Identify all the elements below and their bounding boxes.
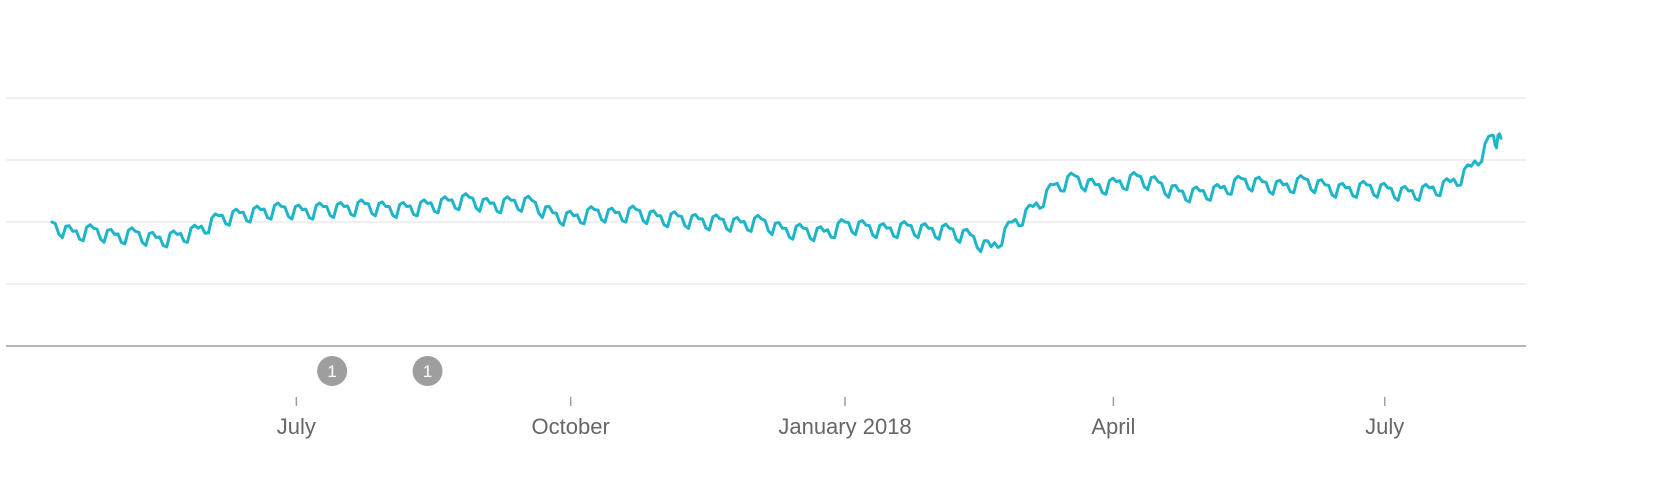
data-point (1053, 184, 1055, 186)
x-tick-label: January 2018 (778, 414, 911, 439)
data-point (552, 212, 554, 214)
data-point (844, 221, 846, 223)
data-point (197, 227, 199, 229)
data-point (677, 215, 679, 217)
annotation-label: 1 (423, 362, 432, 381)
annotation-badge[interactable] (412, 356, 443, 386)
data-point (1178, 190, 1180, 192)
data-point (1491, 134, 1493, 136)
data-point (948, 227, 950, 229)
x-tick-label: July (1365, 414, 1404, 439)
data-point (51, 221, 53, 223)
data-point (1199, 190, 1201, 192)
data-point (781, 227, 783, 229)
x-axis-ticks: July October January 2018 April July (277, 397, 1404, 439)
data-point (1282, 184, 1284, 186)
series-line (50, 132, 1503, 254)
data-point (322, 205, 324, 207)
data-point (426, 202, 428, 204)
data-point (1303, 177, 1305, 179)
data-point (802, 227, 804, 229)
data-point (1220, 187, 1222, 189)
data-point (134, 230, 136, 232)
data-point (865, 224, 867, 226)
data-point (510, 199, 512, 201)
data-point (1011, 221, 1013, 223)
annotation-marker[interactable]: 1 (317, 356, 348, 386)
data-point (1094, 184, 1096, 186)
x-tick-label: July (277, 414, 316, 439)
data-point (656, 215, 658, 217)
data-point (218, 215, 220, 217)
data-point (1366, 184, 1368, 186)
data-point (447, 199, 449, 201)
data-point (886, 227, 888, 229)
data-point (239, 212, 241, 214)
data-point (760, 218, 762, 220)
series-group (50, 132, 1503, 254)
data-point (176, 233, 178, 235)
data-point (1428, 187, 1430, 189)
data-point (635, 208, 637, 210)
data-point (698, 218, 700, 220)
data-point (1157, 181, 1159, 183)
data-point (1345, 187, 1347, 189)
data-point (1240, 177, 1242, 179)
data-point (468, 196, 470, 198)
data-point (343, 205, 345, 207)
x-tick-label: April (1091, 414, 1135, 439)
data-point (906, 224, 908, 226)
data-point (593, 208, 595, 210)
data-point (739, 221, 741, 223)
data-point (572, 215, 574, 217)
data-point (1470, 165, 1472, 167)
data-point (92, 227, 94, 229)
annotation-label: 1 (327, 362, 336, 381)
data-point (927, 227, 929, 229)
data-point (301, 208, 303, 210)
data-point (531, 199, 533, 201)
data-point (259, 208, 261, 210)
data-point (1324, 184, 1326, 186)
data-point (990, 246, 992, 248)
data-point (72, 230, 74, 232)
data-point (1261, 181, 1263, 183)
data-point (1136, 174, 1138, 176)
x-tick-label: October (532, 414, 610, 439)
data-point (280, 205, 282, 207)
data-point (385, 205, 387, 207)
data-point (364, 202, 366, 204)
data-point (1115, 181, 1117, 183)
data-point (969, 233, 971, 235)
data-point (1407, 190, 1409, 192)
data-point (155, 236, 157, 238)
data-point (719, 218, 721, 220)
data-point (1387, 187, 1389, 189)
data-point (405, 205, 407, 207)
data-point (1032, 205, 1034, 207)
data-point (113, 233, 115, 235)
data-point (489, 202, 491, 204)
grid-lines (6, 97, 1526, 285)
data-point (1073, 174, 1075, 176)
data-point (1500, 137, 1502, 139)
annotation-marker[interactable]: 1 (412, 356, 443, 386)
data-point (614, 212, 616, 214)
annotation-badge[interactable] (317, 356, 348, 386)
data-point (823, 230, 825, 232)
data-point (1449, 181, 1451, 183)
